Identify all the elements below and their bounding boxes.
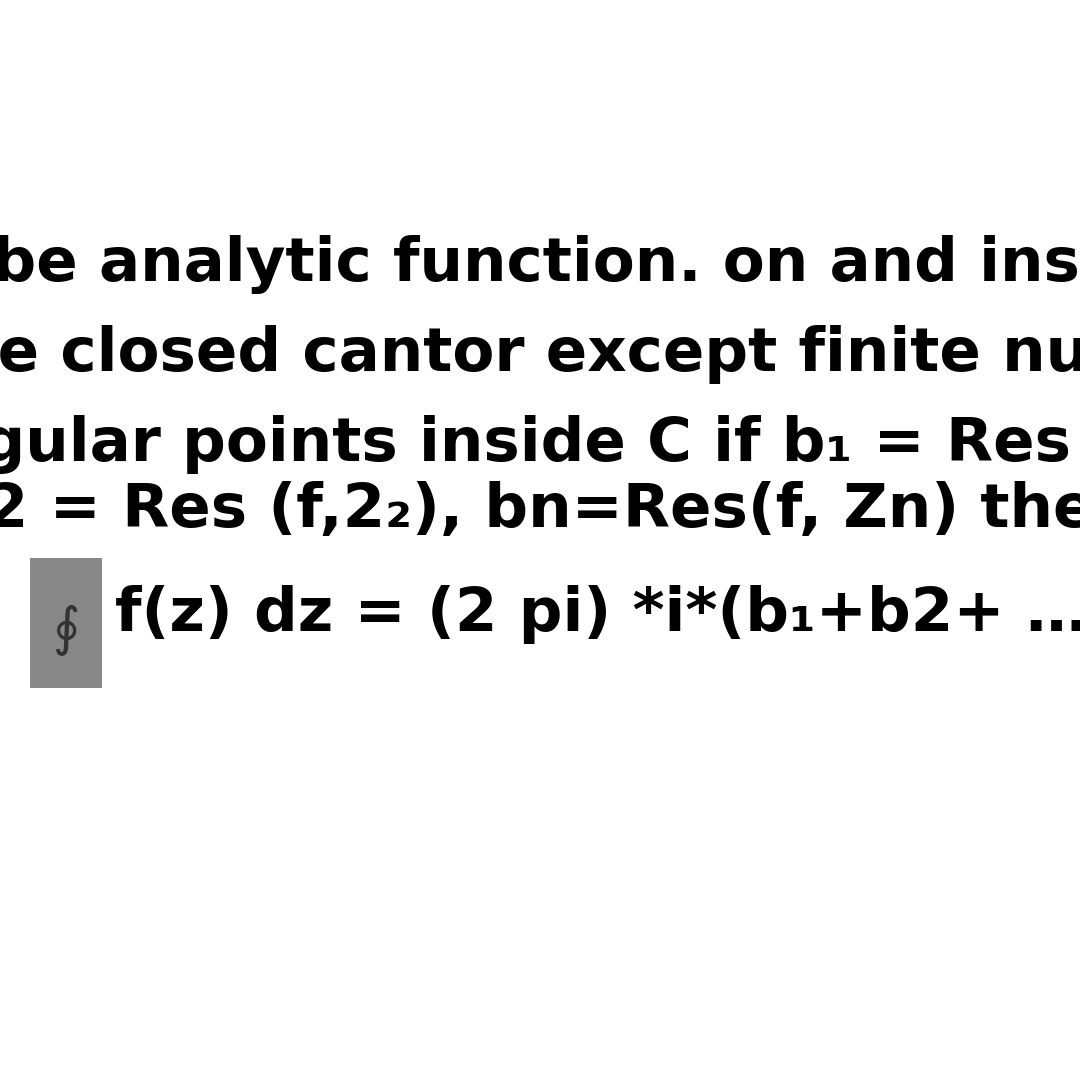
Text: let f be analytic function. on and inside a: let f be analytic function. on and insid… <box>0 235 1080 295</box>
Text: b2 = Res (f,2₂), bn=Res(f, Zn) then: b2 = Res (f,2₂), bn=Res(f, Zn) then <box>0 481 1080 540</box>
Text: f(z) dz = (2 pi) *i*(b₁+b2+ …….. + bn): f(z) dz = (2 pi) *i*(b₁+b2+ …….. + bn) <box>114 585 1080 645</box>
Text: ∮: ∮ <box>52 604 80 656</box>
Bar <box>30 558 102 688</box>
Text: of singular points inside C if b₁ = Res (f,Z₁).: of singular points inside C if b₁ = Res … <box>0 416 1080 474</box>
Text: simple closed cantor except finite number: simple closed cantor except finite numbe… <box>0 325 1080 384</box>
